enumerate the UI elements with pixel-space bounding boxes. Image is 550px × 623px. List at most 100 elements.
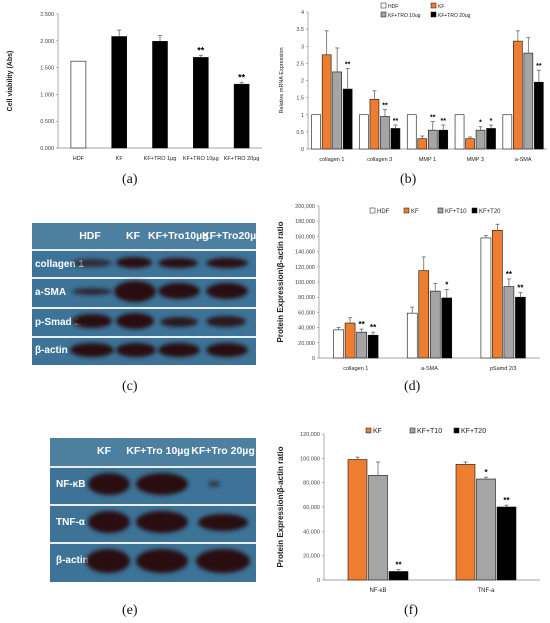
bar	[332, 71, 342, 150]
y-tick-label: 0	[301, 147, 304, 153]
legend-label: KF	[411, 209, 419, 215]
bar	[406, 312, 418, 359]
bar	[356, 331, 367, 359]
blot-e-label: NF-κB	[56, 479, 86, 490]
bar	[233, 83, 250, 149]
chart-b: 0 0.5 1 1.5 2 2.5 3 3.5 4 Relative mRNA Expressio…	[279, 2, 547, 163]
y-tick-label: 2.500	[40, 12, 54, 18]
blot-band	[206, 258, 248, 268]
blot-band	[116, 313, 154, 329]
blot-band	[136, 511, 188, 533]
bar	[152, 41, 168, 149]
legend-swatch	[409, 427, 416, 434]
y-tick-label: 40,000	[303, 529, 320, 535]
bar	[427, 129, 438, 150]
bar	[344, 322, 356, 359]
bar	[417, 138, 428, 150]
y-axis-label: Cell viability (Abs)	[7, 51, 14, 112]
legend-swatch	[403, 207, 410, 214]
blot-band	[158, 258, 198, 268]
y-axis-label: Relative mRNA Expression	[279, 47, 285, 113]
bar	[492, 230, 503, 359]
blot-c-header: KF	[126, 230, 140, 242]
bar	[429, 290, 441, 359]
y-tick-label: 60,000	[303, 505, 320, 511]
bar	[70, 60, 87, 149]
significance-marker: **	[238, 73, 246, 83]
legend-label: HDF	[377, 209, 390, 215]
x-tick-label: KF+TRO 20µg	[224, 156, 260, 162]
y-tick-label: 140,000	[295, 250, 315, 256]
blot-band	[72, 288, 112, 295]
y-axis-label: Protein Expression\β-actin ratio	[276, 221, 285, 342]
blot-band	[196, 549, 250, 573]
significance-marker: **	[517, 284, 524, 293]
significance-marker: **	[358, 320, 365, 329]
x-tick-label: collagen 1	[343, 366, 368, 372]
bar	[418, 270, 430, 359]
significance-marker: **	[503, 496, 510, 505]
bar	[388, 571, 409, 581]
bar	[406, 114, 417, 150]
caption-e: (e)	[122, 603, 138, 618]
blot-e-label: TNF-α	[56, 517, 85, 528]
y-tick-label: 3.5	[296, 27, 304, 33]
x-tick-label: MMP 3	[467, 157, 484, 163]
y-tick-label: 1	[301, 113, 304, 119]
blot-band	[206, 283, 248, 299]
blot-band	[88, 473, 130, 495]
blot-c-label: β-actin	[35, 345, 68, 356]
significance-marker: **	[441, 118, 447, 125]
y-axis-label: Protein Expression\β-actin ratio	[276, 446, 285, 567]
y-tick-label: 2	[301, 79, 304, 85]
bar	[111, 36, 127, 149]
y-tick-label: 0	[312, 356, 315, 362]
bar	[476, 478, 496, 581]
y-tick-label: 0	[317, 578, 320, 584]
legend-label: KF+TRO 10ug	[388, 13, 421, 19]
legend-swatch	[380, 2, 387, 9]
bar	[486, 128, 496, 150]
significance-marker: **	[506, 270, 513, 279]
y-tick-label: 60,000	[298, 310, 315, 316]
y-tick-label: 0.500	[40, 119, 54, 125]
blot-band	[158, 343, 200, 357]
blot-band	[114, 281, 156, 302]
legend-label: HDF	[388, 4, 398, 10]
caption-c: (c)	[122, 379, 138, 394]
x-tick-label: a-SMA	[515, 157, 532, 163]
blot-band	[116, 343, 156, 357]
bar	[502, 114, 513, 150]
bar	[311, 114, 321, 150]
y-tick-label: 1.000	[40, 92, 54, 98]
bar	[465, 138, 475, 150]
western-blot-c: HDF KF KF+Tro10µg KF+Tro20µg collagen 1 …	[32, 223, 263, 365]
significance-marker: **	[197, 45, 205, 55]
blot-e-header: KF	[97, 445, 111, 457]
x-tick-label: collagen 3	[367, 157, 392, 163]
bar	[438, 129, 449, 150]
legend-swatch	[369, 207, 376, 214]
legend-swatch	[365, 427, 372, 434]
significance-marker: **	[345, 62, 351, 69]
significance-marker: **	[382, 103, 388, 110]
bar	[369, 99, 380, 150]
legend-swatch	[471, 207, 478, 214]
blot-e-label: β-actin	[56, 555, 89, 566]
legend-label: KF	[438, 4, 444, 10]
bar	[193, 57, 209, 149]
bar	[534, 81, 544, 150]
blot-band	[206, 316, 246, 327]
legend-label: KF+T20	[479, 209, 501, 215]
y-tick-label: 4	[301, 10, 304, 16]
y-tick-label: 20,000	[298, 341, 315, 347]
bar	[342, 88, 353, 150]
significance-marker: *	[490, 118, 493, 125]
caption-b: (b)	[400, 172, 417, 187]
bar	[475, 129, 486, 150]
y-tick-label: 1.5	[296, 96, 304, 102]
y-tick-label: 1.500	[40, 66, 54, 72]
western-blot-e: KF KF+Tro 10µg KF+Tro 20µg NF-κB TNF-α β…	[50, 438, 256, 582]
blot-c-header: HDF	[79, 230, 101, 242]
y-tick-label: 20,000	[303, 554, 320, 560]
